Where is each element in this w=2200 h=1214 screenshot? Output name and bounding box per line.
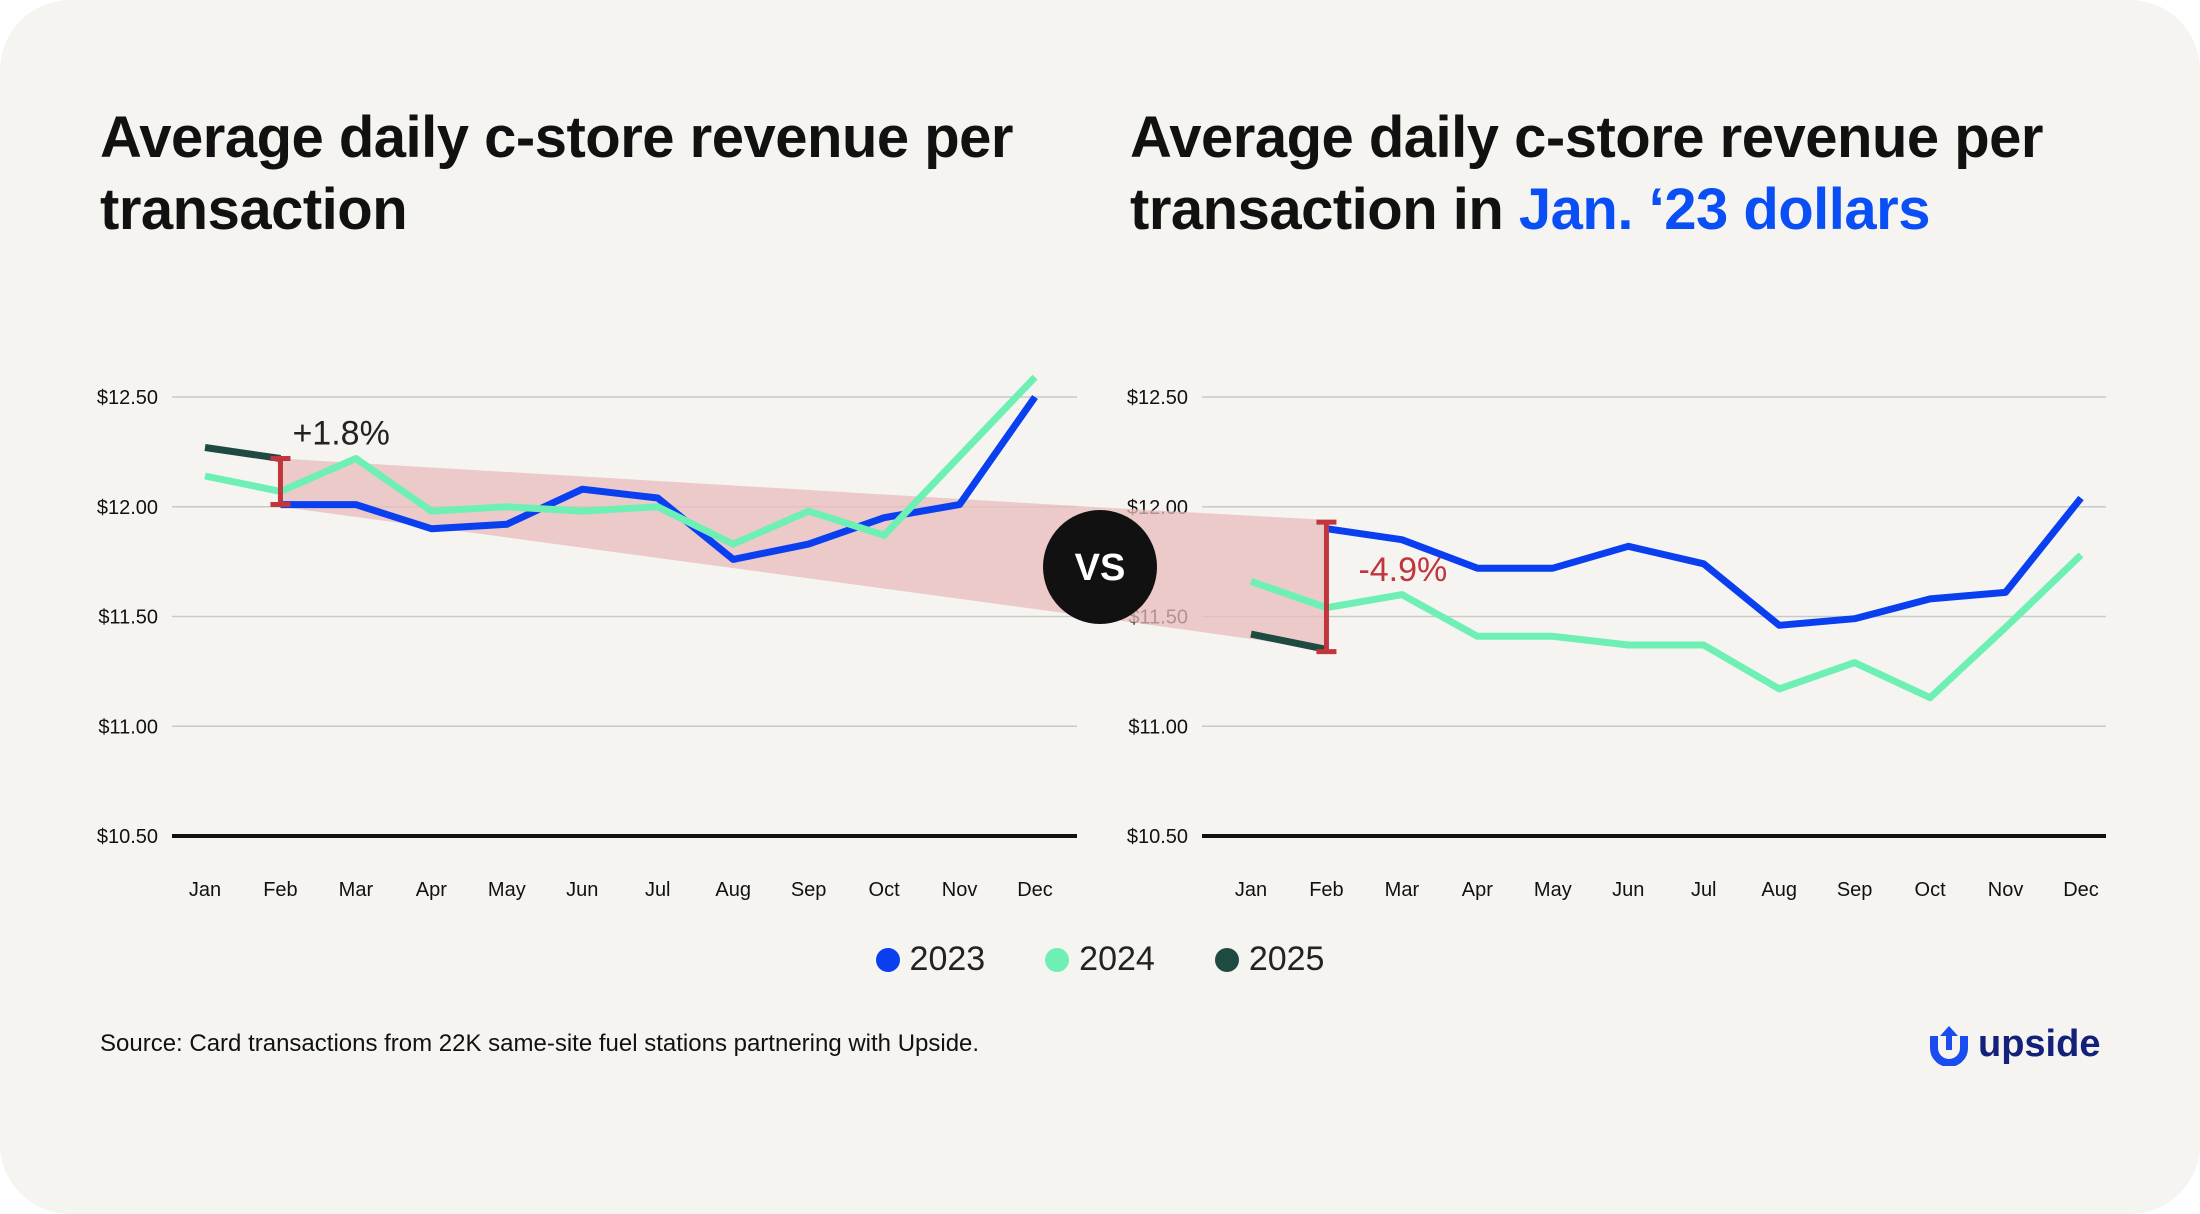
- series-line-2025: [204, 444, 282, 462]
- vs-circle: [1043, 510, 1157, 624]
- x-tick-label: Dec: [1017, 879, 1053, 901]
- x-tick-label: Nov: [942, 879, 978, 901]
- chart-legend: 2023 2024 2025: [0, 940, 2200, 979]
- x-tick-label: Jun: [1612, 879, 1644, 901]
- legend-label-2024: 2024: [1079, 940, 1155, 978]
- annotation-label: -4.9%: [1358, 551, 1447, 589]
- x-tick-label: Apr: [416, 879, 447, 901]
- legend-dot-2025: [1214, 947, 1239, 972]
- legend-dot-2024: [1045, 947, 1070, 972]
- legend-label-2023: 2023: [909, 940, 986, 978]
- x-tick-label: Mar: [1385, 879, 1420, 901]
- annotation-label: +1.8%: [292, 414, 389, 452]
- chart-panel-1: $10.50 $11.00 $11.50 $12.00 $12.50 Jan Feb Mar A…: [97, 374, 1090, 901]
- legend-item-2025: 2025: [1214, 940, 1325, 979]
- x-tick-label: Jul: [645, 879, 671, 901]
- right-chart-title: Average daily c-store revenue per transa…: [1130, 102, 2130, 246]
- comparison-band: [280, 458, 1090, 617]
- left-title-text: Average daily c-store revenue per transa…: [100, 105, 1014, 242]
- x-tick-label: Feb: [1309, 879, 1343, 901]
- y-tick-label: $12.50: [1127, 387, 1188, 409]
- series-line-2025: [1250, 630, 1328, 653]
- x-tick-label: Dec: [2063, 879, 2099, 901]
- legend-dot-2023: [875, 947, 900, 972]
- x-tick-label: Jan: [1235, 879, 1267, 901]
- x-tick-label: Mar: [339, 879, 374, 901]
- right-title-highlight: Jan. ‘23 dollars: [1518, 177, 1931, 242]
- x-tick-label: May: [1534, 879, 1572, 901]
- y-tick-label: $12.00: [97, 497, 158, 519]
- y-tick-label: $10.50: [1127, 826, 1188, 848]
- left-chart-title: Average daily c-store revenue per transa…: [100, 102, 1080, 246]
- y-tick-label: $12.50: [97, 387, 158, 409]
- x-tick-label: Apr: [1462, 879, 1493, 901]
- series-line-2024: [1249, 552, 2084, 702]
- x-tick-label: Sep: [791, 879, 827, 901]
- y-tick-label: $10.50: [97, 826, 158, 848]
- x-tick-label: Aug: [715, 879, 751, 901]
- x-tick-label: May: [488, 879, 526, 901]
- x-tick-label: Jun: [566, 879, 598, 901]
- y-tick-label: $11.00: [1128, 716, 1188, 738]
- legend-label-2025: 2025: [1248, 940, 1325, 978]
- x-tick-label: Oct: [869, 879, 901, 901]
- series-line-2023: [1325, 495, 2084, 629]
- series-line-2024: [204, 374, 1038, 548]
- x-tick-label: Nov: [1988, 879, 2024, 901]
- logo-text: upside: [1978, 1022, 2101, 1065]
- right-title-text: Average daily c-store revenue per transa…: [1130, 105, 2044, 242]
- x-tick-label: Feb: [263, 879, 297, 901]
- legend-item-2023: 2023: [875, 940, 986, 979]
- upside-logo: upside: [1928, 1022, 2100, 1066]
- x-tick-label: Jan: [189, 879, 221, 901]
- upside-arrow-icon: [1930, 1026, 1968, 1066]
- x-tick-label: Oct: [1915, 879, 1947, 901]
- y-tick-label: $11.00: [98, 716, 158, 738]
- vs-badge: VS: [1043, 510, 1157, 624]
- x-tick-label: Aug: [1761, 879, 1797, 901]
- y-tick-label: $11.50: [98, 607, 158, 629]
- x-tick-label: Sep: [1837, 879, 1873, 901]
- x-tick-label: Jul: [1691, 879, 1717, 901]
- legend-item-2024: 2024: [1045, 940, 1155, 979]
- source-note: Source: Card transactions from 22K same-…: [100, 1030, 980, 1057]
- chart-panel-2: $10.50$11.00$11.50$12.00$12.50JanFebMarA…: [1090, 387, 2106, 901]
- vs-label: VS: [1075, 547, 1126, 589]
